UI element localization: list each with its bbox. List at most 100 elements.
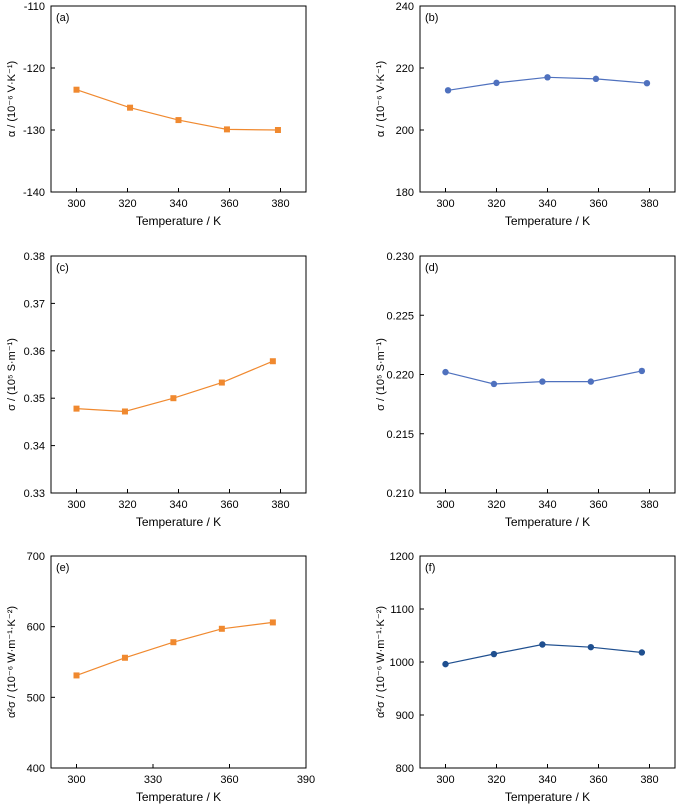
x-tick-label: 360	[589, 774, 607, 786]
data-point	[539, 378, 546, 385]
y-tick-label: 0.36	[24, 346, 45, 358]
y-tick-label: 0.215	[386, 429, 414, 441]
panel-label: (e)	[56, 562, 69, 574]
x-tick-label: 320	[487, 198, 505, 210]
series-line	[445, 643, 642, 665]
data-point	[638, 367, 646, 375]
data-point	[121, 654, 128, 661]
plot-frame	[419, 255, 676, 494]
data-point	[73, 672, 80, 679]
y-tick-label: 200	[396, 125, 414, 137]
y-axis-label: α²σ / (10⁻⁶ W·m⁻¹·K⁻²)	[375, 606, 387, 718]
data-point	[587, 378, 595, 385]
y-tick-label: 0.220	[386, 370, 414, 382]
data-point	[587, 643, 595, 651]
panel-label: (f)	[425, 562, 435, 574]
series-line	[76, 89, 279, 131]
y-tick-label: 1100	[390, 604, 414, 616]
y-axis-label: σ / (10⁵ S·m⁻¹)	[6, 338, 18, 411]
y-axis-label: α / (10⁻⁶ V·K⁻¹)	[375, 61, 387, 137]
y-tick-label: 0.210	[386, 488, 414, 500]
data-point	[490, 380, 498, 388]
panel-label: (d)	[425, 262, 438, 274]
y-tick-label: 180	[396, 187, 414, 199]
x-axis-label: Temperature / K	[136, 515, 221, 529]
panel-3: 300 320 340 360 380 0.33 0.34 0.35 0.36 0.37 0.38 (…	[6, 251, 307, 529]
data-point	[544, 74, 551, 81]
data-point	[442, 660, 449, 668]
y-tick-label: 700	[27, 551, 45, 563]
x-tick-label: 360	[220, 774, 238, 786]
x-tick-label: 360	[220, 198, 238, 210]
x-tick-label: 300	[67, 499, 85, 511]
data-point	[170, 395, 177, 402]
y-tick-label: 800	[396, 763, 414, 775]
data-point	[175, 117, 182, 124]
y-tick-label: 220	[396, 63, 414, 75]
x-tick-label: 390	[297, 774, 315, 786]
series-line	[76, 360, 274, 413]
y-axis-label: α / (10⁻⁶ V·K⁻¹)	[6, 61, 18, 137]
x-tick-label: 300	[436, 499, 454, 511]
y-axis-label: σ / (10⁵ S·m⁻¹)	[375, 338, 387, 411]
plot-frame	[50, 255, 307, 494]
y-tick-label: 500	[27, 692, 45, 704]
y-tick-label: 0.35	[24, 393, 45, 405]
x-tick-label: 380	[271, 198, 289, 210]
y-tick-label: -110	[24, 1, 45, 13]
data-point	[218, 379, 225, 386]
data-point	[442, 368, 449, 376]
data-point	[638, 649, 646, 656]
data-point	[269, 619, 276, 626]
y-tick-label: 1200	[390, 551, 414, 563]
plot-frame	[419, 5, 676, 193]
y-tick-label: 0.34	[24, 441, 45, 453]
data-point	[121, 408, 128, 415]
y-tick-label: 0.230	[386, 251, 414, 263]
data-point	[223, 126, 230, 133]
data-point	[592, 75, 600, 83]
data-point	[444, 87, 452, 94]
plot-frame	[50, 5, 307, 193]
x-axis-label: Temperature / K	[136, 214, 221, 228]
x-tick-label: 380	[640, 198, 658, 210]
x-tick-label: 340	[538, 198, 556, 210]
y-tick-label: 400	[27, 763, 45, 775]
y-tick-label: 600	[27, 622, 45, 634]
y-tick-label: 240	[396, 1, 414, 13]
x-tick-label: 360	[220, 499, 238, 511]
x-axis-label: Temperature / K	[136, 790, 221, 804]
panel-6: 300 320 340 360 380 800 900 1000 1100 1200 (f) Temp…	[375, 551, 676, 804]
y-tick-label: 0.225	[386, 310, 414, 322]
x-tick-label: 300	[436, 774, 454, 786]
data-point	[643, 79, 651, 87]
panel-label: (c)	[56, 262, 69, 274]
data-point	[218, 625, 225, 632]
y-tick-label: 0.33	[24, 488, 45, 500]
x-tick-label: 340	[538, 774, 556, 786]
panel-label: (b)	[425, 12, 438, 24]
plot-frame	[50, 555, 307, 769]
x-tick-label: 300	[67, 774, 85, 786]
panel-5: 300 330 360 390 400 500 600 700 (e) Temperature /…	[6, 551, 315, 804]
data-point	[170, 639, 177, 646]
panel-4: 300 320 340 360 380 0.210 0.215 0.220 0.225 0.230…	[375, 251, 676, 529]
x-tick-label: 320	[118, 198, 136, 210]
x-tick-label: 340	[538, 499, 556, 511]
panel-1: 300 320 340 360 380 -140 -130 -120 -110 (a) Temper…	[6, 1, 307, 228]
x-tick-label: 300	[436, 198, 454, 210]
x-axis-label: Temperature / K	[505, 214, 590, 228]
x-axis-label: Temperature / K	[505, 790, 590, 804]
data-point	[127, 104, 134, 111]
y-tick-label: 900	[396, 710, 414, 722]
data-point	[490, 650, 498, 658]
data-point	[539, 641, 546, 648]
x-tick-label: 330	[144, 774, 162, 786]
x-tick-label: 320	[487, 499, 505, 511]
y-tick-label: -130	[23, 125, 45, 137]
y-tick-label: -120	[23, 63, 45, 75]
x-tick-label: 360	[589, 499, 607, 511]
series-line	[76, 621, 273, 676]
y-tick-label: 0.37	[24, 298, 45, 310]
